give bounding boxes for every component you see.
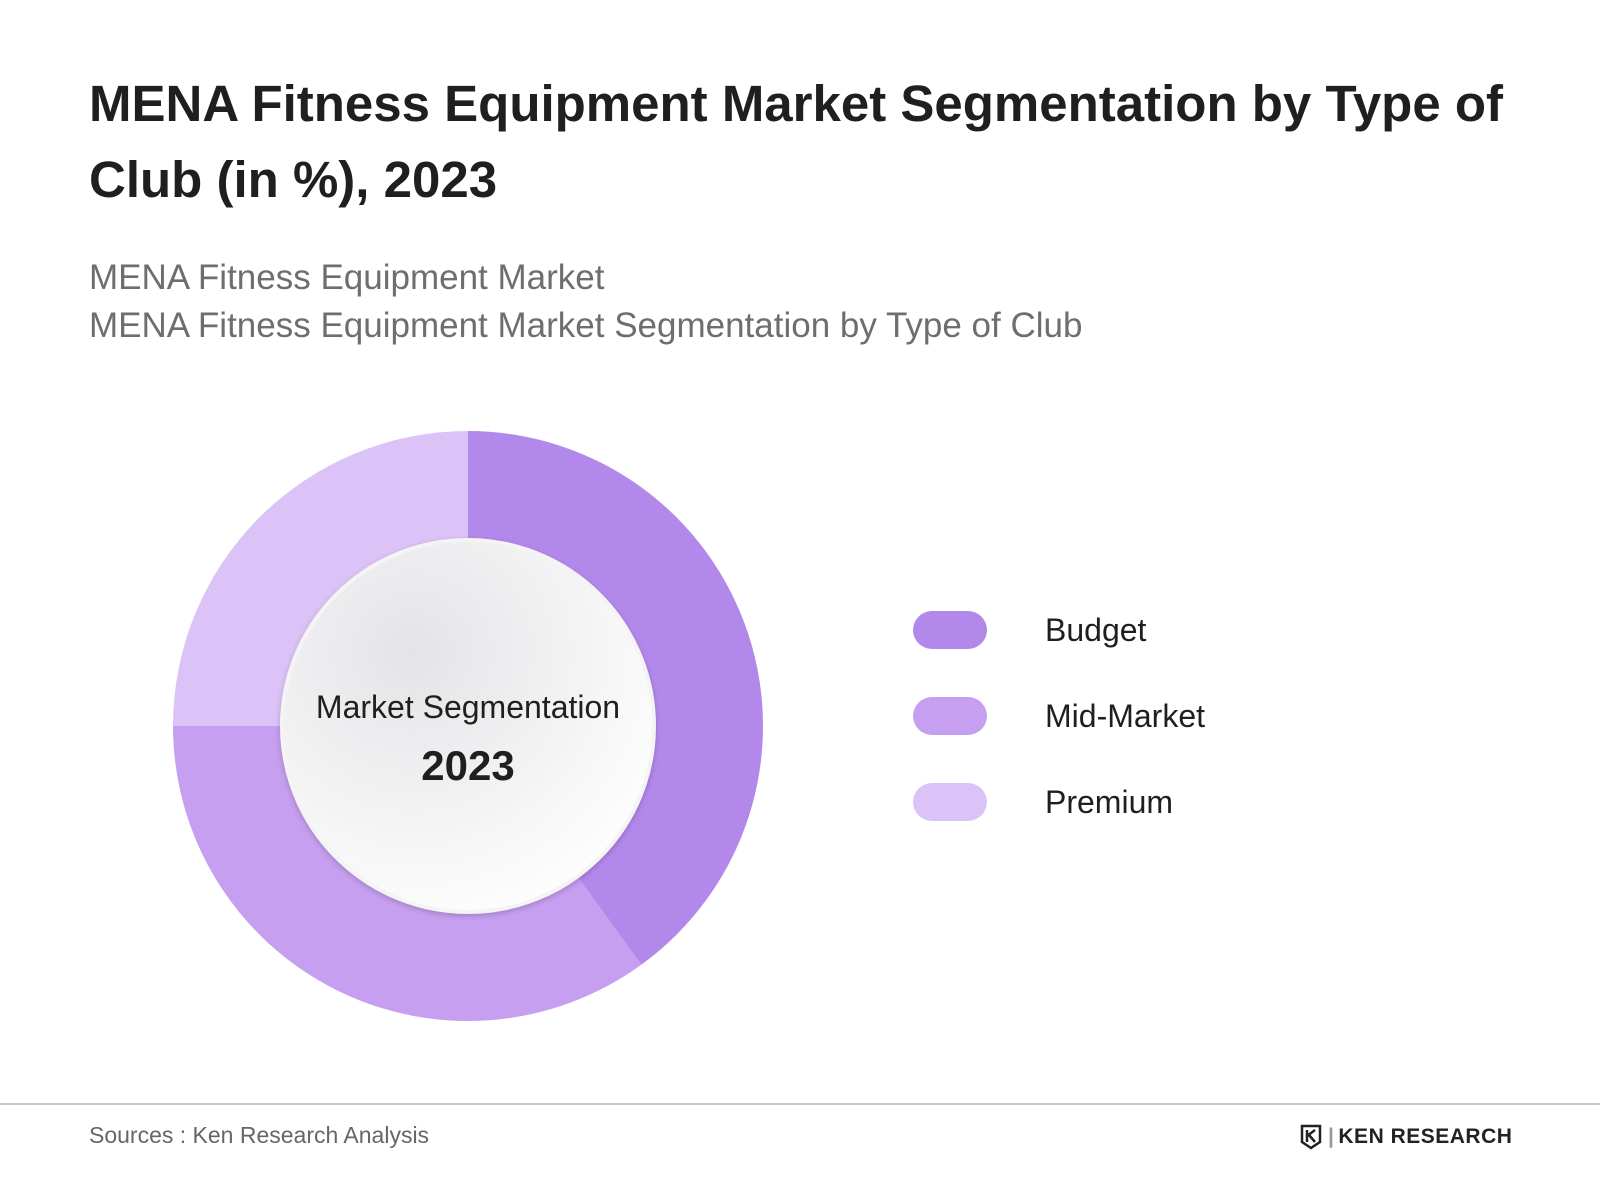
legend-swatch-budget [913,611,987,649]
center-year: 2023 [421,742,514,789]
legend-label: Premium [1045,783,1174,820]
chart-subtitle-segmentation: MENA Fitness Equipment Market Segmentati… [89,306,1083,345]
chart-title: MENA Fitness Equipment Market Segmentati… [89,75,1504,208]
donut-chart: Market Segmentation 2023 [173,431,764,1022]
logo-divider: | [1328,1125,1335,1148]
donut-center [280,538,656,914]
legend-item-budget: Budget [913,610,1146,650]
legend-item-premium: Premium [913,782,1173,822]
legend-swatch-mid-market [913,697,987,735]
logo-text: KEN RESEARCH [1338,1125,1513,1148]
ken-research-logo: | KEN RESEARCH [1300,1124,1512,1150]
chart-subtitle-market: MENA Fitness Equipment Market [89,258,605,297]
ken-research-logo-icon [1300,1124,1322,1150]
donut-slice-premium [173,431,468,726]
legend-label: Budget [1045,611,1147,648]
sources-note: Sources : Ken Research Analysis [89,1122,430,1148]
center-label: Market Segmentation [316,689,620,725]
footer-divider [0,1103,1600,1105]
legend-item-mid-market: Mid-Market [913,696,1205,736]
legend-swatch-premium [913,783,987,821]
legend-label: Mid-Market [1045,697,1206,734]
